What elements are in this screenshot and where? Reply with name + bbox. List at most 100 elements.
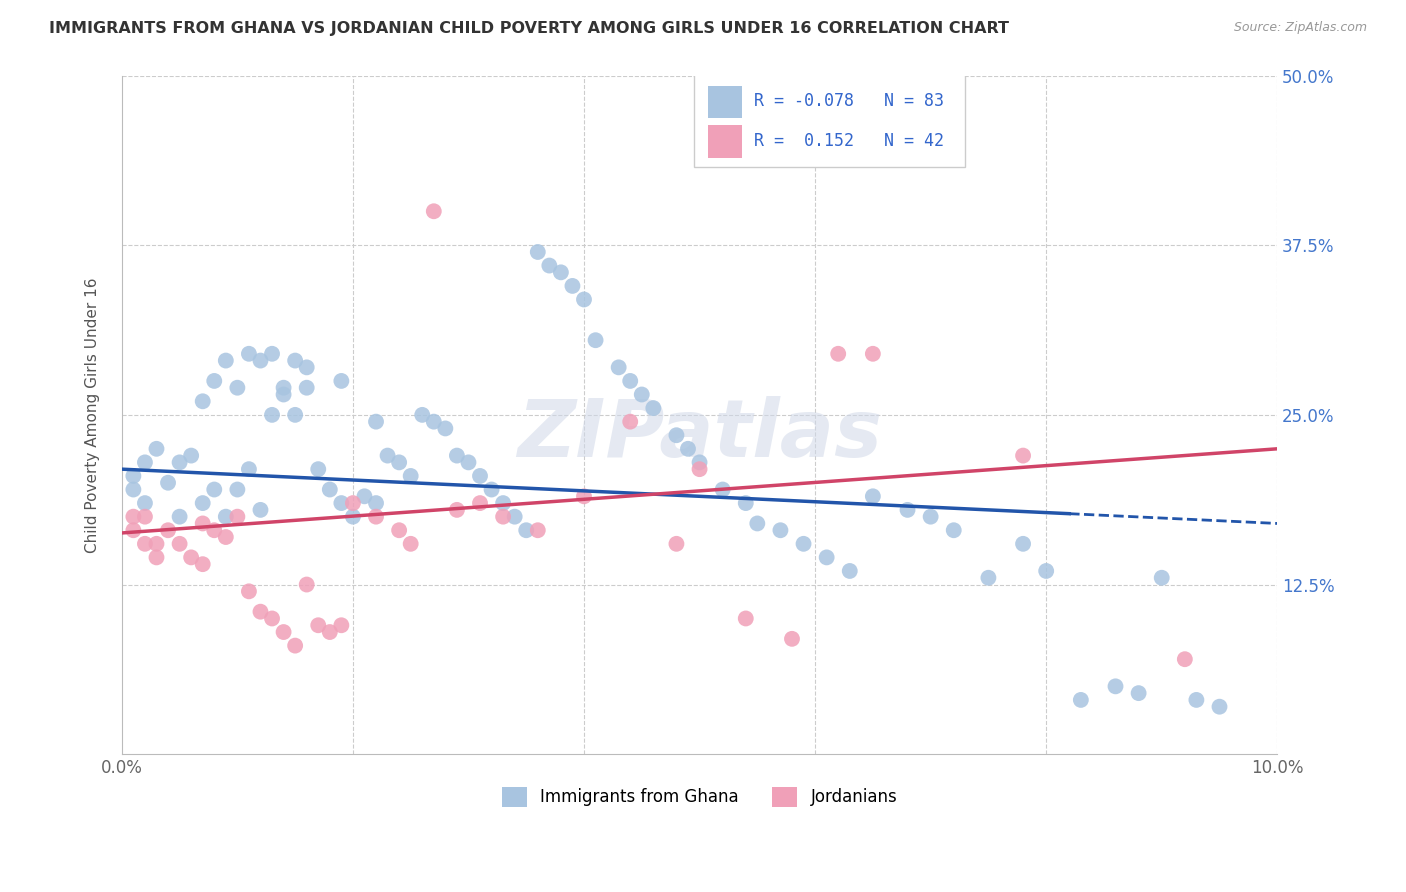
Bar: [693, 73, 966, 167]
Point: [388, 455, 411, 469]
Point: [1104, 679, 1126, 693]
Point: [134, 496, 156, 510]
Point: [780, 632, 803, 646]
Point: [157, 523, 180, 537]
Point: [827, 347, 849, 361]
Text: IMMIGRANTS FROM GHANA VS JORDANIAN CHILD POVERTY AMONG GIRLS UNDER 16 CORRELATIO: IMMIGRANTS FROM GHANA VS JORDANIAN CHILD…: [49, 21, 1010, 36]
Point: [1150, 571, 1173, 585]
Point: [630, 387, 652, 401]
Point: [260, 408, 283, 422]
Point: [342, 496, 364, 510]
Point: [249, 353, 271, 368]
Point: [769, 523, 792, 537]
Point: [711, 483, 734, 497]
Point: [284, 353, 307, 368]
Point: [122, 509, 145, 524]
Point: [1208, 699, 1230, 714]
Point: [585, 333, 607, 347]
Point: [249, 503, 271, 517]
Point: [665, 428, 688, 442]
Point: [526, 244, 548, 259]
Text: ZIPatlas: ZIPatlas: [517, 396, 882, 475]
Point: [295, 577, 318, 591]
Point: [273, 381, 295, 395]
Point: [434, 421, 457, 435]
Point: [526, 523, 548, 537]
Point: [295, 381, 318, 395]
Point: [572, 293, 595, 307]
Point: [145, 537, 167, 551]
Point: [457, 455, 479, 469]
Point: [202, 483, 225, 497]
Point: [145, 442, 167, 456]
Point: [157, 475, 180, 490]
Point: [319, 483, 342, 497]
Point: [411, 408, 433, 422]
Point: [619, 374, 641, 388]
Point: [747, 516, 769, 531]
Point: [215, 530, 238, 544]
Point: [1012, 537, 1035, 551]
Point: [793, 537, 815, 551]
Point: [319, 625, 342, 640]
Point: [676, 442, 699, 456]
Point: [202, 523, 225, 537]
Point: [607, 360, 630, 375]
Point: [330, 618, 353, 632]
Point: [538, 259, 561, 273]
Point: [134, 537, 156, 551]
Point: [307, 462, 329, 476]
Point: [446, 449, 468, 463]
Point: [399, 537, 422, 551]
Point: [145, 550, 167, 565]
Point: [815, 550, 838, 565]
Text: Source: ZipAtlas.com: Source: ZipAtlas.com: [1233, 21, 1367, 34]
Point: [643, 401, 665, 415]
Point: [492, 509, 515, 524]
Text: R = -0.078   N = 83: R = -0.078 N = 83: [754, 92, 943, 111]
Point: [862, 347, 884, 361]
Point: [423, 415, 446, 429]
Point: [191, 394, 214, 409]
Point: [169, 509, 191, 524]
Point: [1035, 564, 1057, 578]
Point: [134, 509, 156, 524]
Point: [238, 584, 260, 599]
Point: [330, 496, 353, 510]
Point: [169, 537, 191, 551]
Point: [1128, 686, 1150, 700]
Point: [353, 489, 375, 503]
Point: [122, 483, 145, 497]
Point: [215, 509, 238, 524]
Point: [619, 415, 641, 429]
Point: [377, 449, 399, 463]
Point: [191, 516, 214, 531]
Point: [942, 523, 965, 537]
Point: [191, 496, 214, 510]
Point: [134, 455, 156, 469]
Bar: [707, 125, 742, 158]
Point: [734, 611, 756, 625]
Point: [468, 469, 491, 483]
Point: [446, 503, 468, 517]
Point: [122, 469, 145, 483]
Point: [572, 489, 595, 503]
Point: [307, 618, 329, 632]
Point: [468, 496, 491, 510]
Point: [364, 496, 387, 510]
Point: [238, 462, 260, 476]
Point: [180, 550, 202, 565]
Point: [481, 483, 503, 497]
Point: [260, 611, 283, 625]
Point: [862, 489, 884, 503]
Legend: Immigrants from Ghana, Jordanians: Immigrants from Ghana, Jordanians: [495, 780, 904, 814]
Point: [226, 509, 249, 524]
Point: [1070, 693, 1092, 707]
Point: [226, 381, 249, 395]
Point: [284, 639, 307, 653]
Point: [561, 279, 583, 293]
Point: [284, 408, 307, 422]
Point: [169, 455, 191, 469]
Y-axis label: Child Poverty Among Girls Under 16: Child Poverty Among Girls Under 16: [86, 277, 100, 553]
Point: [665, 537, 688, 551]
